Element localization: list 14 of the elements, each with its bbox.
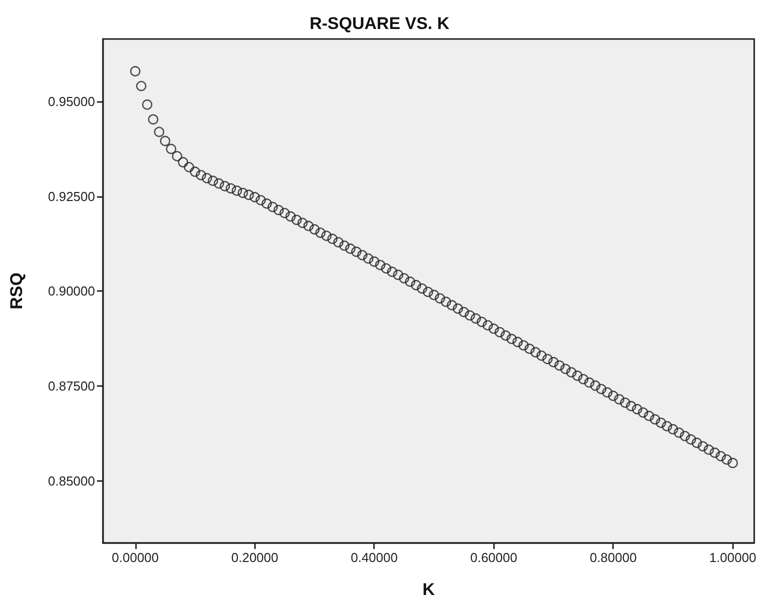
x-tick-label: 0.20000 <box>231 550 278 565</box>
y-tick-label: 0.90000 <box>48 284 95 299</box>
x-tick-label: 0.60000 <box>470 550 518 565</box>
x-tick-label: 1.00000 <box>709 550 756 565</box>
y-tick-label: 0.95000 <box>48 94 95 110</box>
x-tick-label: 0.00000 <box>112 550 159 565</box>
y-tick-label: 0.85000 <box>48 473 95 488</box>
y-axis-title: RSQ <box>7 272 26 310</box>
chart-title: R-SQUARE VS. K <box>310 14 450 33</box>
y-tick-label: 0.87500 <box>48 378 95 394</box>
x-tick-label: 0.40000 <box>350 550 398 565</box>
x-axis-title: K <box>422 580 436 599</box>
x-tick-label: 0.80000 <box>590 550 637 565</box>
y-tick-label: 0.92500 <box>48 188 95 204</box>
